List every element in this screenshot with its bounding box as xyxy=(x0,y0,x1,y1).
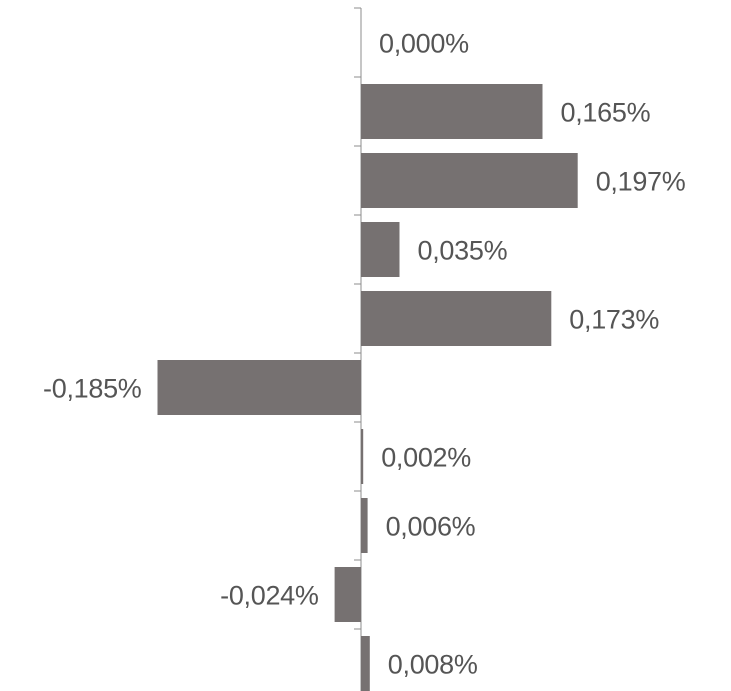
chart-data-labels: 0,000% 0,165% 0,197% 0,035% 0,173% -0,185% 0,0… xyxy=(43,29,686,680)
chart-bars xyxy=(157,84,578,691)
data-label: 0,173% xyxy=(569,305,659,335)
data-label: -0,185% xyxy=(43,374,142,404)
bar xyxy=(334,567,361,622)
data-label: 0,035% xyxy=(418,236,508,266)
bar xyxy=(361,429,364,484)
bar xyxy=(361,498,368,553)
data-label: 0,008% xyxy=(388,650,478,680)
bar xyxy=(361,153,578,208)
bar xyxy=(361,84,543,139)
bar xyxy=(361,222,400,277)
bar xyxy=(157,360,361,415)
data-label: -0,024% xyxy=(220,581,319,611)
data-label: 0,165% xyxy=(561,98,651,128)
data-label: 0,006% xyxy=(386,512,476,542)
data-label: 0,002% xyxy=(381,443,471,473)
bar xyxy=(361,291,552,346)
bar xyxy=(361,636,370,691)
data-label: 0,000% xyxy=(379,29,469,59)
data-label: 0,197% xyxy=(596,167,686,197)
